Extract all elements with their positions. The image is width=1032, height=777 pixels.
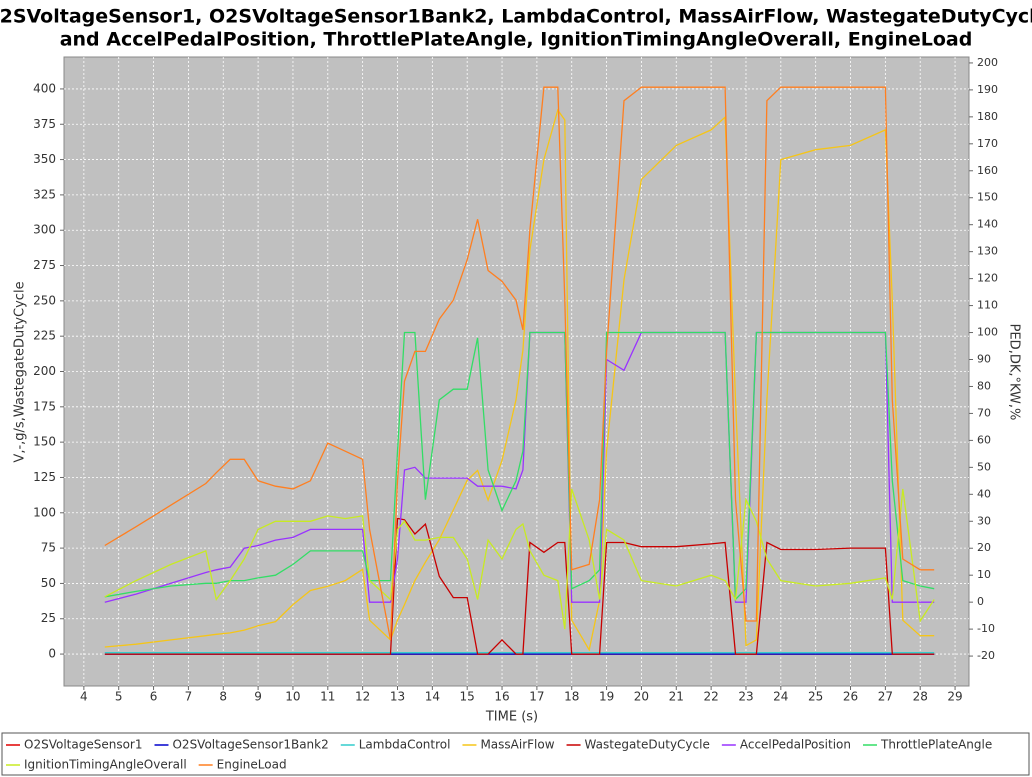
y2-tick-label: 200 — [977, 56, 998, 69]
x-tick-label: 9 — [254, 690, 262, 704]
y-tick-label: 200 — [33, 364, 56, 378]
y-tick-label: 175 — [33, 399, 56, 413]
y2-tick-label: 170 — [977, 137, 998, 150]
y2-tick-label: -10 — [977, 622, 995, 635]
y2-tick-label: 20 — [977, 541, 991, 554]
y-tick-label: 25 — [41, 611, 56, 625]
x-tick-label: 25 — [808, 690, 823, 704]
y-tick-label: 275 — [33, 258, 56, 272]
y-tick-label: 125 — [33, 470, 56, 484]
y2-tick-label: 160 — [977, 164, 998, 177]
x-tick-label: 4 — [80, 690, 88, 704]
x-tick-label: 10 — [285, 690, 300, 704]
y-tick-label: 150 — [33, 435, 56, 449]
x-tick-label: 27 — [878, 690, 893, 704]
y2-tick-label: 30 — [977, 514, 991, 527]
y2-tick-label: 150 — [977, 191, 998, 204]
series-line — [104, 331, 935, 602]
y2-tick-label: 40 — [977, 487, 991, 500]
chart-title: O2SVoltageSensor1, O2SVoltageSensor1Bank… — [0, 6, 1032, 28]
y2-tick-label: -20 — [977, 649, 995, 662]
y2-axis-label: PED,DK,°KW,% — [1007, 324, 1022, 421]
y-tick-label: 350 — [33, 152, 56, 166]
y2-tick-label: 60 — [977, 433, 991, 446]
x-tick-label: 23 — [738, 690, 753, 704]
chart-title: and AccelPedalPosition, ThrottlePlateAng… — [60, 29, 973, 51]
y-tick-label: 250 — [33, 293, 56, 307]
x-tick-label: 22 — [703, 690, 718, 704]
x-tick-label: 8 — [219, 690, 227, 704]
x-tick-label: 21 — [669, 690, 684, 704]
x-tick-label: 15 — [460, 690, 475, 704]
y2-tick-label: 110 — [977, 299, 998, 312]
series-line — [104, 488, 935, 630]
x-tick-label: 26 — [843, 690, 858, 704]
y2-tick-label: 0 — [977, 595, 984, 608]
y-tick-label: 100 — [33, 505, 56, 519]
legend-label: AccelPedalPosition — [740, 738, 851, 752]
y2-tick-label: 140 — [977, 218, 998, 231]
y-axis-label: V,-,g/s,WastegateDutyCycle — [13, 281, 28, 462]
x-tick-label: 11 — [320, 690, 335, 704]
x-tick-label: 28 — [913, 690, 928, 704]
legend-label: IgnitionTimingAngleOverall — [24, 758, 187, 772]
x-tick-label: 18 — [564, 690, 579, 704]
legend-label: O2SVoltageSensor1Bank2 — [172, 738, 328, 752]
legend-label: WastegateDutyCycle — [585, 738, 710, 752]
y2-tick-label: 10 — [977, 568, 991, 581]
legend-label: ThrottlePlateAngle — [880, 738, 992, 752]
x-axis-label: TIME (s) — [485, 710, 538, 725]
series-line — [104, 517, 935, 655]
x-tick-label: 19 — [599, 690, 614, 704]
y2-tick-label: 180 — [977, 110, 998, 123]
x-tick-label: 12 — [355, 690, 370, 704]
legend-label: MassAirFlow — [480, 738, 554, 752]
y2-tick-label: 70 — [977, 406, 991, 419]
y-tick-label: 50 — [41, 576, 56, 590]
x-tick-label: 13 — [390, 690, 405, 704]
y2-tick-label: 100 — [977, 326, 998, 339]
series-line — [104, 108, 935, 652]
series-line — [104, 86, 935, 641]
x-tick-label: 20 — [634, 690, 649, 704]
x-tick-label: 29 — [947, 690, 962, 704]
x-tick-label: 14 — [425, 690, 440, 704]
y2-tick-label: 50 — [977, 460, 991, 473]
y2-tick-label: 80 — [977, 379, 991, 392]
y2-tick-label: 130 — [977, 245, 998, 258]
legend — [1, 732, 1030, 776]
legend-label: EngineLoad — [217, 758, 287, 772]
legend-label: O2SVoltageSensor1 — [24, 738, 142, 752]
y-tick-label: 375 — [33, 117, 56, 131]
x-tick-label: 5 — [115, 690, 123, 704]
x-tick-label: 7 — [185, 690, 193, 704]
x-tick-label: 24 — [773, 690, 788, 704]
x-tick-label: 17 — [529, 690, 544, 704]
y-tick-label: 300 — [33, 223, 56, 237]
y2-tick-label: 120 — [977, 272, 998, 285]
legend-label: LambdaControl — [359, 738, 451, 752]
y2-tick-label: 90 — [977, 353, 991, 366]
y-tick-label: 0 — [48, 647, 56, 661]
y-tick-label: 325 — [33, 187, 56, 201]
y-tick-label: 225 — [33, 329, 56, 343]
y2-tick-label: 190 — [977, 83, 998, 96]
x-tick-label: 16 — [494, 690, 509, 704]
y-tick-label: 400 — [33, 81, 56, 95]
y-tick-label: 75 — [41, 541, 56, 555]
x-tick-label: 6 — [150, 690, 158, 704]
